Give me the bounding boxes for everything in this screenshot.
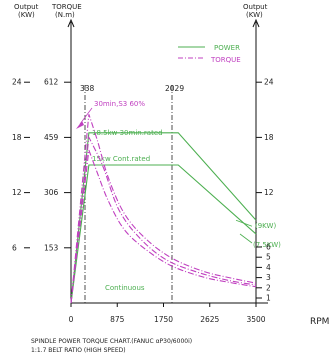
torque-tick-label: 153: [44, 243, 59, 252]
legend-power-label: POWER: [214, 44, 240, 52]
legend-torque-label: TORQUE: [210, 56, 241, 64]
x-tick-label: 875: [110, 315, 125, 324]
right-kw-tick-label: 1: [266, 294, 271, 303]
right-kw-tick-label: 6: [266, 243, 271, 252]
right-axis-arrow: [252, 18, 260, 28]
left-axis-arrow: [67, 18, 75, 28]
right-kw-tick-label: 3: [266, 273, 271, 282]
torque-series-line-2: [70, 114, 257, 304]
right-kw-tick-label: 2: [266, 283, 271, 292]
kw9-annotation: (9KW): [255, 222, 276, 230]
right-kw-tick-label: 5: [266, 253, 271, 262]
s3-annotation: 30min,S3 60%: [94, 100, 145, 108]
right-output-axis-title-2: (KW): [246, 11, 263, 19]
torque-axis-title-1: TORQUE: [51, 3, 82, 11]
x-tick-label: 0: [69, 315, 74, 324]
marker-label-2029: 2029: [165, 84, 184, 93]
left-kw-tick-label: 24: [12, 78, 22, 87]
torque-tick-label: 612: [44, 78, 59, 87]
x-tick-label: 1750: [154, 315, 173, 324]
torque-tick-label: 459: [44, 133, 59, 142]
right-kw-tick-label: 24: [264, 78, 274, 87]
left-kw-tick-label: 6: [12, 243, 17, 252]
right-kw-tick-label: 12: [264, 188, 274, 197]
left-kw-tick-label: 12: [12, 188, 22, 197]
x-tick-label: 2625: [200, 315, 219, 324]
left-output-axis-title-1: Output: [14, 3, 39, 11]
left-output-axis-title-2: (KW): [18, 11, 35, 19]
x-axis-label: RPM: [310, 317, 329, 327]
right-kw-tick-label: 18: [264, 133, 274, 142]
continuous-annotation: Continuous: [105, 284, 145, 292]
torque-tick-label: 306: [44, 188, 59, 197]
cont-annotation: 15kw Cont.rated: [92, 155, 150, 163]
right-output-axis-title-1: Output: [243, 3, 268, 11]
torque-series-line-3: [70, 149, 257, 304]
x-tick-label: 3500: [246, 315, 265, 324]
kw75-leader: [239, 233, 253, 244]
kw9-leader: [235, 219, 253, 227]
marker-label-338: 338: [80, 84, 95, 93]
chart-series: [70, 114, 257, 304]
torque-axis-title-2: (N.m): [55, 11, 75, 19]
left-kw-tick-label: 18: [12, 133, 22, 142]
power-series-line-1: [70, 164, 257, 304]
chart-caption-subtitle: 1:1.7 BELT RATIO (HIGH SPEED): [31, 347, 126, 354]
torque-series-line-4: [70, 135, 257, 304]
kw75-annotation: (7.5KW): [253, 241, 281, 249]
right-kw-tick-label: 4: [266, 263, 271, 272]
s3-arrow-head: [76, 121, 84, 129]
chart-caption-title: SPINDLE POWER TORQUE CHART.(FANUC αP30/6…: [31, 338, 192, 345]
